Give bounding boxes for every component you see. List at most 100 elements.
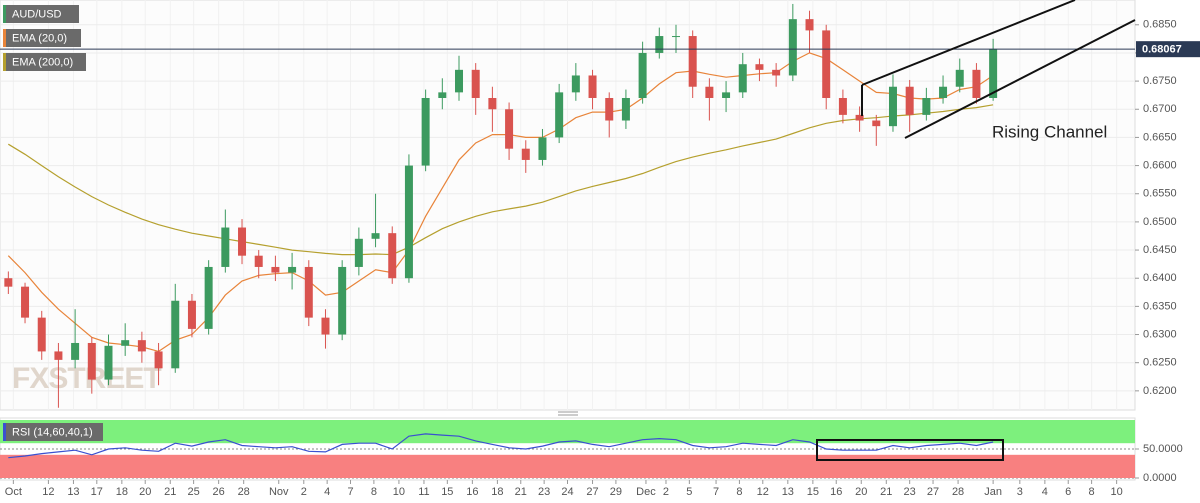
candle-body bbox=[722, 92, 731, 98]
y-tick-label: 0.6600 bbox=[1143, 159, 1177, 171]
candle-body bbox=[404, 165, 413, 279]
candle-body bbox=[304, 266, 313, 318]
x-tick-label: 8 bbox=[371, 486, 377, 498]
y-tick-label: 0.6200 bbox=[1143, 385, 1177, 397]
series-line bbox=[7, 104, 994, 256]
y-tick-label: 50.0000 bbox=[1143, 443, 1183, 455]
candle-body bbox=[221, 227, 230, 267]
x-tick-label: 21 bbox=[515, 486, 527, 498]
legend: AUD/USD EMA (20,0) EMA (200,0) RSI (14,6… bbox=[3, 5, 103, 441]
candle-body bbox=[488, 97, 497, 110]
x-tick-label: 10 bbox=[1111, 486, 1123, 498]
legend-label: AUD/USD bbox=[12, 8, 62, 20]
candle-body bbox=[822, 30, 831, 98]
x-tick-label: 21 bbox=[880, 486, 892, 498]
legend-swatch bbox=[3, 5, 6, 23]
channel-line bbox=[861, 0, 1076, 86]
x-tick-label: 5 bbox=[686, 486, 692, 498]
x-tick-label: 10 bbox=[393, 486, 405, 498]
x-tick-label: 18 bbox=[116, 486, 128, 498]
candle-body bbox=[354, 238, 363, 267]
watermark: FXSTREET bbox=[12, 362, 161, 395]
candle-body bbox=[288, 266, 297, 273]
candle-body bbox=[254, 255, 263, 267]
candle-body bbox=[872, 120, 881, 127]
candle-body bbox=[588, 75, 597, 98]
candle-body bbox=[855, 114, 864, 121]
x-tick-label: 28 bbox=[238, 486, 250, 498]
x-tick-label: 20 bbox=[139, 486, 151, 498]
last-price-label: 0.68067 bbox=[1142, 44, 1182, 56]
x-tick-label: 28 bbox=[952, 486, 964, 498]
candle-body bbox=[338, 266, 347, 335]
x-tick-label: 26 bbox=[213, 486, 225, 498]
y-tick-label: 0.6250 bbox=[1143, 357, 1177, 369]
x-tick-label: Nov bbox=[269, 486, 289, 498]
x-tick-label: 2 bbox=[301, 486, 307, 498]
candle-body bbox=[104, 345, 113, 380]
y-tick-label: 0.6700 bbox=[1143, 103, 1177, 115]
candle-body bbox=[187, 300, 196, 329]
legend-box[interactable] bbox=[3, 423, 103, 441]
legend-label: EMA (200,0) bbox=[12, 56, 73, 68]
candle-body bbox=[538, 137, 547, 160]
candle-body bbox=[738, 64, 747, 93]
candle-body bbox=[655, 36, 664, 53]
y-tick-label: 0.6400 bbox=[1143, 272, 1177, 284]
x-tick-label: Oct bbox=[5, 486, 22, 498]
y-tick-label: 0.6500 bbox=[1143, 216, 1177, 228]
candle-body bbox=[37, 317, 46, 352]
x-tick-label: 7 bbox=[713, 486, 719, 498]
candle-body bbox=[972, 69, 981, 98]
legend-box[interactable] bbox=[3, 29, 81, 47]
candle-body bbox=[939, 86, 948, 98]
x-tick-label: 21 bbox=[164, 486, 176, 498]
x-tick-label: 16 bbox=[830, 486, 842, 498]
upper-band bbox=[0, 420, 1135, 444]
x-tick-label: Jan bbox=[984, 486, 1002, 498]
x-tick-label: 6 bbox=[1065, 486, 1071, 498]
x-tick-label: 23 bbox=[538, 486, 550, 498]
candle-body bbox=[54, 351, 63, 360]
x-tick-label: 13 bbox=[782, 486, 794, 498]
y-tick-label: 0.6850 bbox=[1143, 19, 1177, 31]
candle-body bbox=[71, 342, 80, 360]
candle-body bbox=[21, 286, 30, 318]
x-tick-label: 17 bbox=[91, 486, 103, 498]
x-tick-label: 8 bbox=[1089, 486, 1095, 498]
legend-label: EMA (20,0) bbox=[12, 32, 67, 44]
candle-body bbox=[955, 69, 964, 87]
candle-body bbox=[671, 36, 680, 38]
candle-body bbox=[321, 317, 330, 335]
y-tick-label: 0.6350 bbox=[1143, 300, 1177, 312]
candle-body bbox=[204, 266, 213, 329]
candle-body bbox=[438, 92, 447, 98]
x-tick-label: 23 bbox=[904, 486, 916, 498]
x-tick-label: Dec bbox=[636, 486, 656, 498]
x-tick-label: 2 bbox=[663, 486, 669, 498]
legend-box[interactable] bbox=[3, 5, 79, 23]
candle-body bbox=[521, 148, 530, 160]
y-tick-label: 0.0000 bbox=[1143, 472, 1177, 484]
candle-body bbox=[455, 69, 464, 93]
x-tick-label: 15 bbox=[807, 486, 819, 498]
candle-body bbox=[421, 97, 430, 166]
candle-body bbox=[621, 97, 630, 121]
x-tick-label: 20 bbox=[855, 486, 867, 498]
candle-body bbox=[571, 75, 580, 93]
annotation: Rising Channel bbox=[992, 122, 1107, 141]
legend-swatch bbox=[3, 29, 6, 47]
channel-line bbox=[904, 19, 1136, 139]
legend-box[interactable] bbox=[3, 53, 86, 71]
candle-body bbox=[788, 19, 797, 76]
marks bbox=[0, 3, 1135, 459]
candle-body bbox=[388, 233, 397, 279]
x-tick-label: 11 bbox=[418, 486, 429, 498]
y-tick-label: 0.6450 bbox=[1143, 244, 1177, 256]
y-tick-label: 0.6550 bbox=[1143, 188, 1177, 200]
x-tick-label: 3 bbox=[1017, 486, 1023, 498]
y-tick-label: 0.6300 bbox=[1143, 328, 1177, 340]
x-tick-label: 24 bbox=[561, 486, 573, 498]
x-tick-label: 29 bbox=[610, 486, 622, 498]
